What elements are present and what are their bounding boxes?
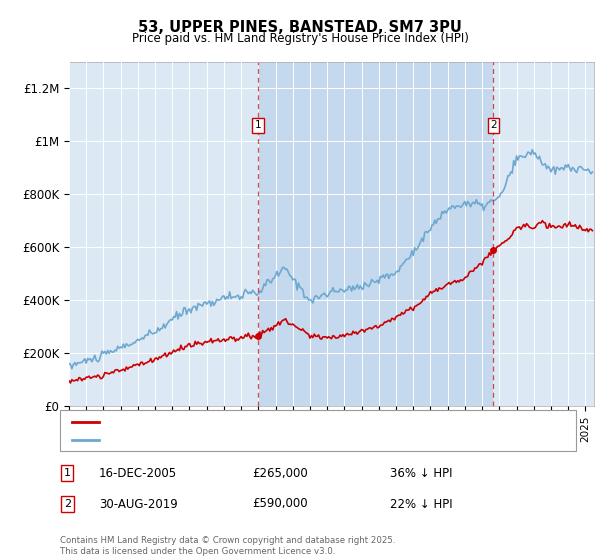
Text: £590,000: £590,000 xyxy=(252,497,308,511)
Text: 30-AUG-2019: 30-AUG-2019 xyxy=(99,497,178,511)
Text: 2: 2 xyxy=(64,499,71,509)
Text: 1: 1 xyxy=(64,468,71,478)
Bar xyxy=(257,62,493,406)
Text: 22% ↓ HPI: 22% ↓ HPI xyxy=(390,497,452,511)
Text: Contains HM Land Registry data © Crown copyright and database right 2025.
This d: Contains HM Land Registry data © Crown c… xyxy=(60,536,395,556)
Text: 2: 2 xyxy=(490,120,497,130)
Text: 1: 1 xyxy=(254,120,261,130)
Text: 16-DEC-2005: 16-DEC-2005 xyxy=(99,466,177,480)
Text: Price paid vs. HM Land Registry's House Price Index (HPI): Price paid vs. HM Land Registry's House … xyxy=(131,32,469,45)
Text: HPI: Average price, detached house, Reigate and Banstead: HPI: Average price, detached house, Reig… xyxy=(106,435,429,445)
Text: 53, UPPER PINES, BANSTEAD, SM7 3PU (detached house): 53, UPPER PINES, BANSTEAD, SM7 3PU (deta… xyxy=(106,417,419,427)
Text: £265,000: £265,000 xyxy=(252,466,308,480)
Text: 36% ↓ HPI: 36% ↓ HPI xyxy=(390,466,452,480)
Text: 53, UPPER PINES, BANSTEAD, SM7 3PU: 53, UPPER PINES, BANSTEAD, SM7 3PU xyxy=(138,20,462,35)
